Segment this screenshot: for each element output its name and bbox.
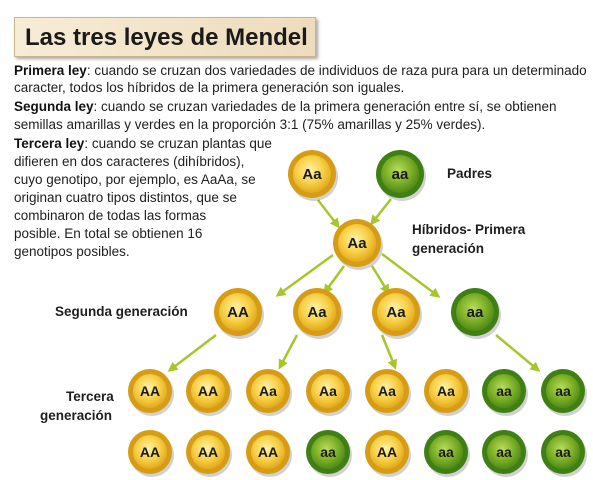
genotype-label: aa — [438, 444, 454, 460]
second-law-text-2: semillas amarillas y verdes en la propor… — [14, 117, 486, 132]
third-generation-row2-circle-1: AA — [128, 430, 174, 477]
first-law-text-1: : cuando se cruzan dos variedades de ind… — [86, 63, 587, 78]
second-generation-label: Segunda generación — [55, 304, 188, 319]
genotype-label: Aa — [302, 166, 322, 183]
second-generation-circle-4: aa — [451, 288, 501, 339]
third-law-line-1: Tercera ley: cuando se cruzan plantas qu… — [14, 135, 272, 152]
third-generation-row2-circle-7: aa — [482, 430, 528, 477]
third-generation-row1-circle-4: Aa — [306, 369, 352, 416]
genotype-label: Aa — [386, 304, 406, 321]
arrows-group — [167, 198, 541, 372]
third-law-text-4: originan cuatro tipos distintos, que se — [14, 190, 237, 205]
genotype-label: aa — [496, 383, 512, 399]
arrow-7 — [167, 334, 217, 372]
third-generation-row1-circle-1: AA — [128, 369, 174, 416]
third-law-text-2: difieren en dos caracteres (dihíbridos), — [14, 154, 245, 169]
genotype-label: AA — [227, 304, 249, 321]
third-generation-row1-circle-8: aa — [541, 369, 587, 416]
page-title: Las tres leyes de Mendel — [25, 24, 308, 51]
second-law-name: Segunda ley — [14, 99, 94, 114]
circles-group: Aa aa Aa AA Aa Aa aa AA AA Aa Aa Aa Aa aa aa AA AA AA aa AA… — [128, 150, 587, 477]
hybrid-circle-1: Aa — [333, 219, 383, 270]
second-generation-circle-1: AA — [214, 288, 264, 339]
genotype-label: Aa — [378, 383, 396, 399]
arrow-2 — [370, 198, 392, 226]
genotype-label: aa — [496, 444, 512, 460]
genotype-label: Aa — [437, 383, 455, 399]
arrow-1 — [317, 199, 340, 229]
second-law-text-1: : cuando se cruzan variedades de la prim… — [93, 99, 557, 114]
first-law-text-2: caracter, todos los híbridos de la prime… — [14, 80, 405, 95]
third-generation-row2-circle-6: aa — [424, 430, 470, 477]
parents-label: Padres — [447, 166, 493, 181]
third-law-name: Tercera ley — [14, 136, 85, 151]
third-generation-label-2: generación — [40, 408, 113, 423]
third-generation-row1-circle-5: Aa — [365, 369, 411, 416]
hybrids-label-2: generación — [412, 241, 485, 256]
genotype-label: AA — [140, 383, 160, 399]
third-generation-row1-circle-6: Aa — [424, 369, 470, 416]
third-generation-row1-circle-2: AA — [186, 369, 232, 416]
genotype-label: AA — [258, 444, 278, 460]
arrow-3 — [275, 253, 334, 297]
first-law-line-1: Primera ley: cuando se cruzan dos varied… — [14, 62, 587, 79]
parents-circle-1: Aa — [288, 150, 338, 201]
third-generation-row2-circle-5: AA — [365, 430, 411, 477]
genotype-label: Aa — [347, 235, 367, 252]
arrow-10 — [495, 334, 541, 372]
arrow-8 — [278, 334, 299, 370]
third-law-text-5: combinaron de todas las formas — [14, 208, 207, 223]
second-generation-circle-3: Aa — [372, 288, 422, 339]
third-generation-row2-circle-8: aa — [541, 430, 587, 477]
third-law-text-7: genotipos posibles. — [14, 244, 130, 259]
genotype-label: aa — [555, 383, 571, 399]
second-law-line-1: Segunda ley: cuando se cruzan variedades… — [14, 98, 557, 115]
genotype-label: AA — [140, 444, 160, 460]
genotype-label: aa — [320, 444, 336, 460]
parents-circle-2: aa — [376, 150, 426, 201]
third-generation-label-1: Tercera — [66, 389, 114, 404]
genotype-label: aa — [392, 166, 409, 183]
title-banner: Las tres leyes de Mendel — [14, 17, 316, 57]
genotype-label: Aa — [319, 383, 337, 399]
arrow-4 — [323, 265, 346, 295]
genotype-label: AA — [198, 383, 218, 399]
genotype-label: aa — [467, 304, 484, 321]
third-law-text-3: cuyo genotipo, por ejemplo, es AaAa, se — [14, 172, 256, 187]
genotype-label: Aa — [307, 304, 327, 321]
genotype-label: AA — [377, 444, 397, 460]
third-generation-row2-circle-4: aa — [306, 430, 352, 477]
arrow-6 — [381, 253, 441, 298]
third-generation-row1-circle-7: aa — [482, 369, 528, 416]
genotype-label: Aa — [259, 383, 277, 399]
genotype-label: AA — [198, 444, 218, 460]
genotype-label: aa — [555, 444, 571, 460]
arrow-5 — [370, 265, 390, 295]
hybrids-label-1: Híbridos- Primera — [412, 222, 526, 237]
second-generation-circle-2: Aa — [293, 288, 343, 339]
first-law-name: Primera ley — [14, 63, 87, 78]
third-law-text-1: : cuando se cruzan plantas que — [84, 136, 272, 151]
third-generation-row1-circle-3: Aa — [246, 369, 292, 416]
arrow-9 — [380, 334, 397, 370]
third-generation-row2-circle-3: AA — [246, 430, 292, 477]
third-law-text-6: posible. En total se obtienen 16 — [14, 226, 203, 241]
third-generation-row2-circle-2: AA — [186, 430, 232, 477]
